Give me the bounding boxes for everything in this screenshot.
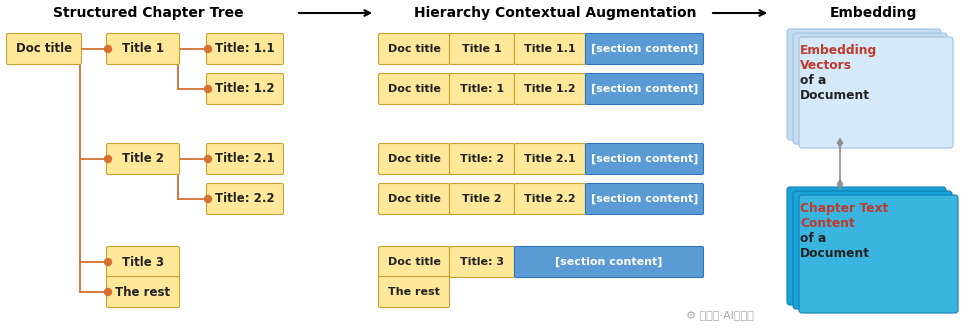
FancyBboxPatch shape	[378, 247, 449, 278]
FancyBboxPatch shape	[7, 34, 81, 65]
Text: Title: 2.2: Title: 2.2	[215, 193, 275, 206]
Text: Title 2: Title 2	[462, 194, 501, 204]
FancyBboxPatch shape	[449, 34, 514, 65]
Text: ⚙ 公众号·AI博物院: ⚙ 公众号·AI博物院	[686, 310, 753, 320]
FancyBboxPatch shape	[798, 37, 952, 148]
FancyBboxPatch shape	[378, 143, 449, 174]
FancyBboxPatch shape	[449, 143, 514, 174]
Polygon shape	[836, 180, 842, 188]
FancyBboxPatch shape	[106, 277, 180, 307]
Text: Title 1: Title 1	[122, 42, 164, 55]
FancyBboxPatch shape	[449, 74, 514, 104]
Text: [section content]: [section content]	[590, 154, 698, 164]
Text: Document: Document	[799, 247, 870, 260]
Text: Doc title: Doc title	[387, 44, 440, 54]
Text: Title: 1.1: Title: 1.1	[215, 42, 275, 55]
Text: Title 2.2: Title 2.2	[524, 194, 575, 204]
Circle shape	[204, 196, 211, 203]
Text: of a: of a	[799, 74, 826, 87]
Text: Embedding: Embedding	[828, 6, 915, 20]
Text: Doc title: Doc title	[387, 84, 440, 94]
Circle shape	[204, 156, 211, 163]
Text: Title 1.1: Title 1.1	[524, 44, 575, 54]
FancyBboxPatch shape	[798, 195, 957, 313]
Text: Title 2.1: Title 2.1	[524, 154, 575, 164]
Circle shape	[204, 45, 211, 52]
FancyBboxPatch shape	[514, 143, 585, 174]
FancyBboxPatch shape	[585, 143, 702, 174]
Text: Title 1.2: Title 1.2	[524, 84, 575, 94]
FancyBboxPatch shape	[449, 247, 514, 278]
FancyBboxPatch shape	[106, 143, 180, 174]
FancyBboxPatch shape	[378, 183, 449, 214]
Polygon shape	[836, 139, 842, 147]
FancyBboxPatch shape	[206, 74, 283, 104]
FancyBboxPatch shape	[206, 34, 283, 65]
Text: of a: of a	[799, 232, 826, 245]
Text: Content: Content	[799, 217, 854, 230]
FancyBboxPatch shape	[106, 247, 180, 278]
Text: The rest: The rest	[115, 286, 170, 298]
Text: Title 2: Title 2	[122, 153, 164, 166]
FancyBboxPatch shape	[585, 183, 702, 214]
FancyBboxPatch shape	[206, 143, 283, 174]
Text: Title 3: Title 3	[122, 255, 164, 268]
Text: Title: 2.1: Title: 2.1	[215, 153, 275, 166]
Text: [section content]: [section content]	[590, 194, 698, 204]
FancyBboxPatch shape	[106, 34, 180, 65]
FancyBboxPatch shape	[514, 183, 585, 214]
Circle shape	[105, 258, 111, 265]
Text: [section content]: [section content]	[555, 257, 662, 267]
Circle shape	[105, 289, 111, 295]
Text: Vectors: Vectors	[799, 59, 851, 72]
FancyBboxPatch shape	[514, 34, 585, 65]
FancyBboxPatch shape	[378, 277, 449, 307]
Text: Doc title: Doc title	[16, 42, 72, 55]
Text: Title: 1.2: Title: 1.2	[215, 83, 275, 95]
Text: Title 1: Title 1	[462, 44, 501, 54]
Text: Document: Document	[799, 89, 870, 102]
Text: [section content]: [section content]	[590, 44, 698, 54]
Text: Structured Chapter Tree: Structured Chapter Tree	[53, 6, 243, 20]
Text: Doc title: Doc title	[387, 194, 440, 204]
Circle shape	[204, 85, 211, 92]
Text: Doc title: Doc title	[387, 154, 440, 164]
Text: Title: 1: Title: 1	[459, 84, 503, 94]
Text: Embedding: Embedding	[799, 44, 876, 57]
Text: The rest: The rest	[388, 287, 440, 297]
Text: Title: 2: Title: 2	[459, 154, 503, 164]
FancyBboxPatch shape	[585, 74, 702, 104]
FancyBboxPatch shape	[378, 74, 449, 104]
FancyBboxPatch shape	[514, 247, 702, 278]
FancyBboxPatch shape	[792, 191, 951, 309]
Text: Chapter Text: Chapter Text	[799, 202, 887, 215]
Text: Doc title: Doc title	[387, 257, 440, 267]
FancyBboxPatch shape	[206, 183, 283, 214]
FancyBboxPatch shape	[514, 74, 585, 104]
FancyBboxPatch shape	[378, 34, 449, 65]
FancyBboxPatch shape	[792, 33, 946, 144]
FancyBboxPatch shape	[585, 34, 702, 65]
Circle shape	[105, 156, 111, 163]
FancyBboxPatch shape	[449, 183, 514, 214]
Text: Title: 3: Title: 3	[459, 257, 503, 267]
Circle shape	[105, 45, 111, 52]
Text: Hierarchy Contextual Augmentation: Hierarchy Contextual Augmentation	[413, 6, 696, 20]
Text: [section content]: [section content]	[590, 84, 698, 94]
FancyBboxPatch shape	[786, 29, 940, 140]
FancyBboxPatch shape	[786, 187, 945, 305]
